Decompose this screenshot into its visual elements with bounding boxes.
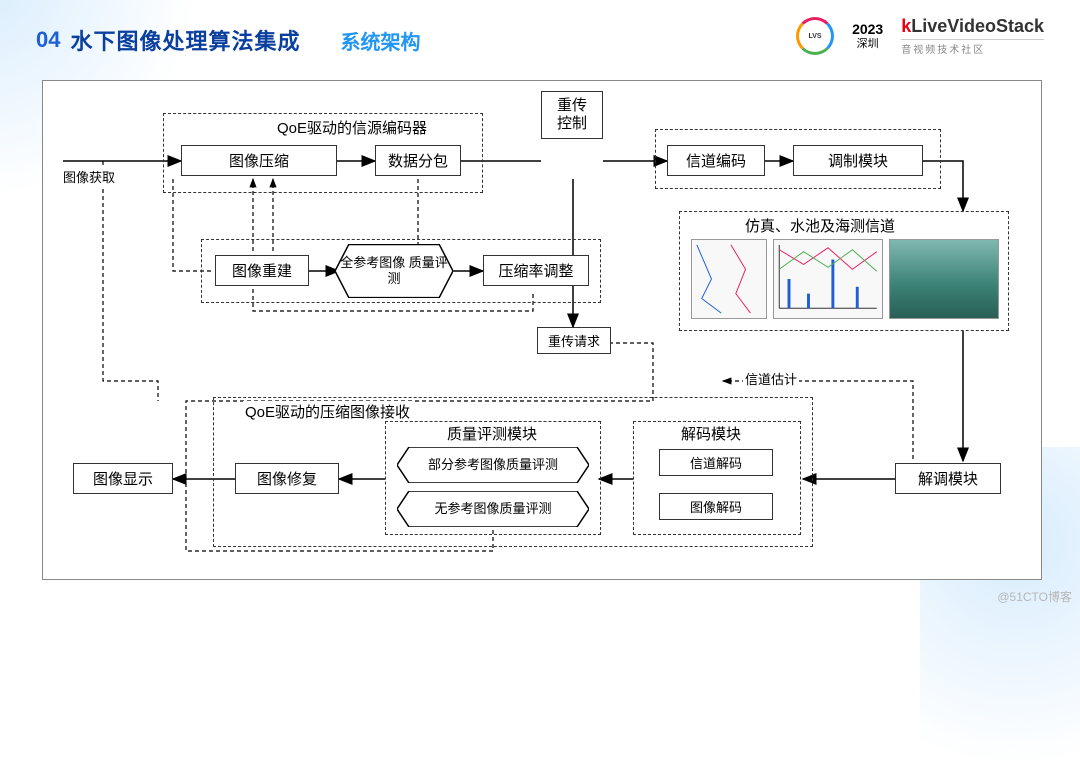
conference-badge-icon: LVS	[796, 17, 834, 55]
conf-year: 2023	[852, 22, 883, 37]
section-title: 水下图像处理算法集成	[70, 24, 300, 56]
sub-title: 系统架构	[341, 26, 421, 55]
node-image-compress: 图像压缩	[181, 145, 337, 176]
conference-year-city: 2023 深圳	[852, 22, 883, 49]
node-modulation: 调制模块	[793, 145, 923, 176]
architecture-diagram: 图像获取 QoE驱动的信源编码器 图像压缩 数据分包 重传 控制 信道编码 调制…	[42, 80, 1042, 580]
node-partial-ref-label: 部分参考图像质量评测	[397, 447, 589, 483]
brand-logo: kLiveVideoStack 音视频技术社区	[901, 16, 1044, 56]
node-no-ref-hex: 无参考图像质量评测	[397, 491, 589, 527]
node-no-ref-label: 无参考图像质量评测	[397, 491, 589, 527]
node-image-repair: 图像修复	[235, 463, 339, 494]
brand-sub: 音视频技术社区	[901, 39, 1044, 56]
node-rate-adjust: 压缩率调整	[483, 255, 589, 286]
channel-plot-1	[691, 239, 767, 319]
brand-stack: Stack	[996, 16, 1044, 36]
node-retransmit-request: 重传请求	[537, 327, 611, 354]
node-partial-ref-hex: 部分参考图像质量评测	[397, 447, 589, 483]
label-image-acquire: 图像获取	[61, 167, 117, 186]
watermark: @51CTO博客	[997, 588, 1072, 605]
node-full-ref-label: 全参考图像 质量评测	[335, 244, 453, 298]
section-number: 04	[36, 27, 60, 53]
node-demodulation: 解调模块	[895, 463, 1001, 494]
node-image-display: 图像显示	[73, 463, 173, 494]
slide-header: 04 水下图像处理算法集成 系统架构 LVS 2023 深圳 kLiveVide…	[36, 20, 1044, 60]
group-encoder-label: QoE驱动的信源编码器	[275, 117, 429, 138]
group-channel-sim-label: 仿真、水池及海测信道	[743, 215, 897, 236]
label-channel-estimate: 信道估计	[743, 369, 799, 388]
node-image-rebuild: 图像重建	[215, 255, 309, 286]
node-retransmit-control: 重传 控制	[541, 91, 603, 139]
brand-video: Video	[947, 16, 996, 36]
group-decode-label: 解码模块	[679, 423, 743, 444]
node-full-ref-hex: 全参考图像 质量评测	[335, 244, 453, 298]
group-quality-label: 质量评测模块	[445, 423, 539, 444]
group-receiver-label: QoE驱动的压缩图像接收	[243, 401, 412, 422]
node-channel-encode: 信道编码	[667, 145, 765, 176]
brand-live: Live	[911, 16, 947, 36]
channel-plot-2	[773, 239, 883, 319]
channel-photo	[889, 239, 999, 319]
node-image-decode: 图像解码	[659, 493, 773, 520]
header-logos: LVS 2023 深圳 kLiveVideoStack 音视频技术社区	[796, 16, 1044, 56]
conf-city: 深圳	[857, 38, 879, 50]
node-data-pack: 数据分包	[375, 145, 461, 176]
node-channel-decode: 信道解码	[659, 449, 773, 476]
